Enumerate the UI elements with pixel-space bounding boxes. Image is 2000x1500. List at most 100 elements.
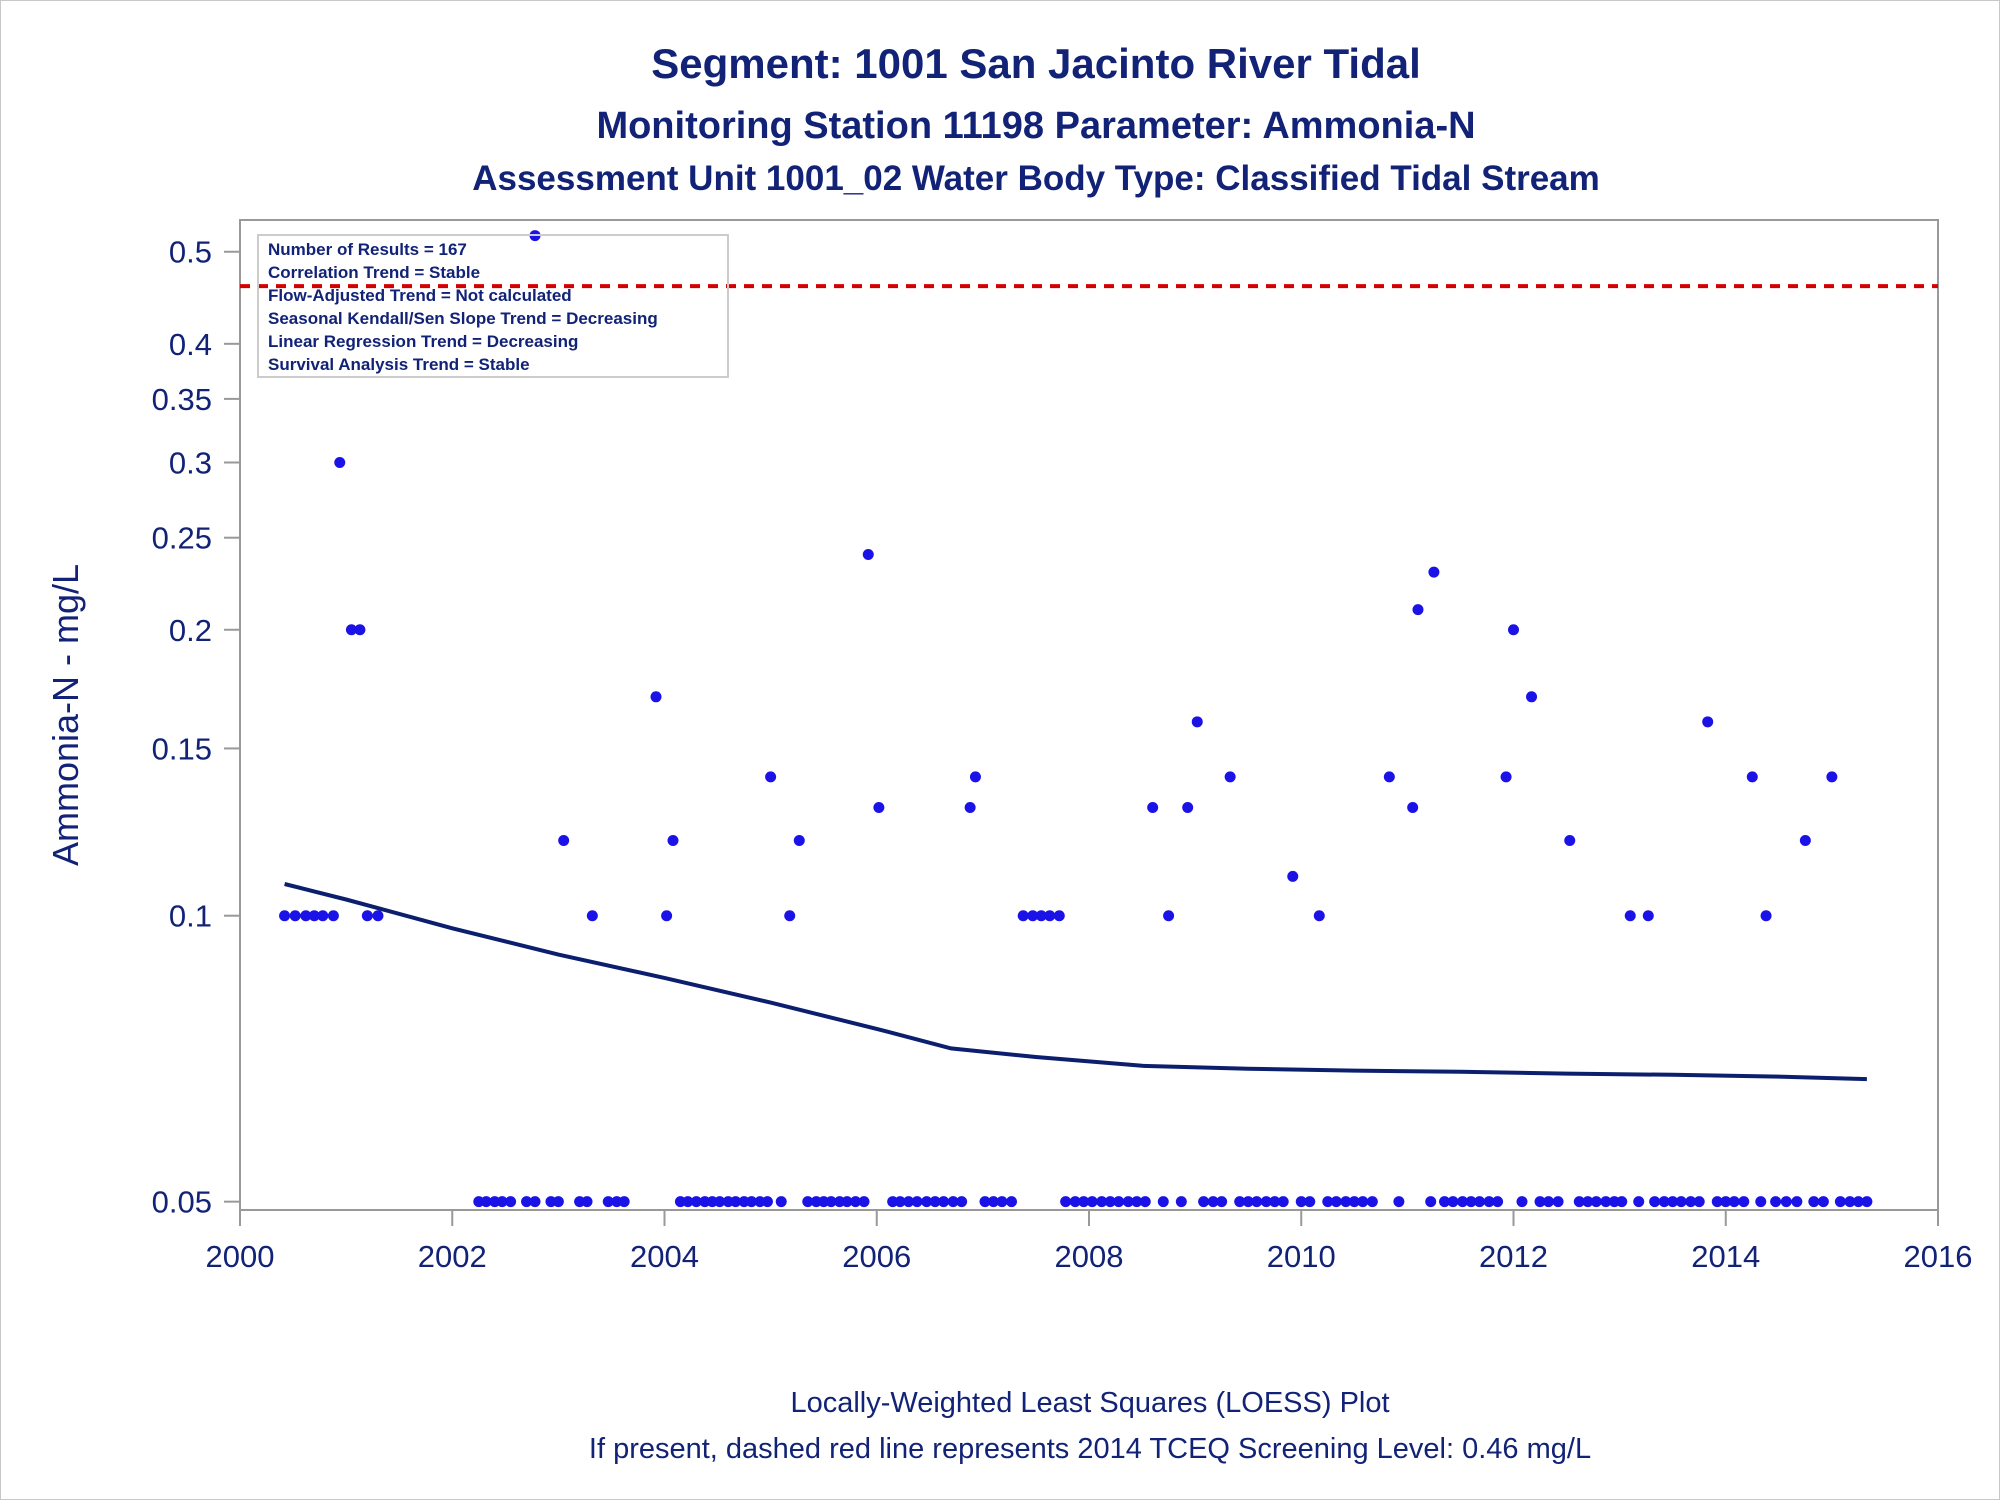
x-tick-label: 2006 <box>842 1239 911 1274</box>
x-tick-label: 2014 <box>1691 1239 1760 1274</box>
data-point <box>1685 1196 1697 1208</box>
chart-subtitle-2: Assessment Unit 1001_02 Water Body Type:… <box>472 159 1600 198</box>
data-point <box>1357 1196 1369 1208</box>
data-point <box>1844 1196 1856 1208</box>
x-tick-label: 2004 <box>630 1239 699 1274</box>
data-point <box>1702 716 1714 728</box>
chart-title: Segment: 1001 San Jacinto River Tidal <box>651 40 1421 87</box>
data-point <box>746 1196 758 1208</box>
data-point <box>1348 1196 1360 1208</box>
data-point <box>1027 910 1039 922</box>
data-point <box>558 834 570 846</box>
y-tick-label: 0.25 <box>152 521 212 556</box>
data-point <box>1425 1196 1437 1208</box>
inset-line-correlation: Correlation Trend = Stable <box>268 263 480 282</box>
data-point <box>1366 1196 1378 1208</box>
data-point <box>1340 1196 1352 1208</box>
data-point <box>841 1196 853 1208</box>
data-point <box>1474 1196 1486 1208</box>
data-point <box>480 1196 492 1208</box>
data-point <box>1791 1196 1803 1208</box>
y-tick-label: 0.05 <box>152 1185 212 1220</box>
data-point <box>775 1196 787 1208</box>
data-point <box>987 1196 999 1208</box>
data-point <box>850 1196 862 1208</box>
x-tick-label: 2012 <box>1479 1239 1548 1274</box>
y-axis-label: Ammonia-N - mg/L <box>45 564 86 866</box>
inset-line-seasonal-kendall: Seasonal Kendall/Sen Slope Trend = Decre… <box>268 309 658 328</box>
data-point <box>1817 1196 1829 1208</box>
data-point <box>1447 1196 1459 1208</box>
data-point <box>1035 910 1047 922</box>
data-point <box>1508 624 1519 636</box>
data-point <box>1633 1196 1645 1208</box>
data-point <box>1078 1196 1090 1208</box>
data-point <box>825 1196 837 1208</box>
data-point <box>1728 1196 1740 1208</box>
data-point <box>1069 1196 1081 1208</box>
data-point <box>1582 1196 1594 1208</box>
data-point <box>1322 1196 1334 1208</box>
data-point <box>1720 1196 1732 1208</box>
data-point <box>761 1196 773 1208</box>
data-point <box>1175 1196 1187 1208</box>
data-point <box>602 1196 614 1208</box>
inset-line-flow-adjusted: Flow-Adjusted Trend = Not calculated <box>268 286 572 305</box>
data-point <box>327 910 339 922</box>
data-point <box>552 1196 564 1208</box>
data-point <box>862 549 874 561</box>
data-point <box>1060 1196 1072 1208</box>
x-tick-label: 2000 <box>206 1239 275 1274</box>
y-tick-label: 0.15 <box>152 731 212 766</box>
data-point <box>1755 1196 1767 1208</box>
data-point <box>1198 1196 1210 1208</box>
inset-line-linear-regression: Linear Regression Trend = Decreasing <box>268 332 578 351</box>
y-tick-label: 0.35 <box>152 382 212 417</box>
data-point <box>289 910 301 922</box>
data-point <box>1216 1196 1228 1208</box>
data-point <box>929 1196 941 1208</box>
data-point <box>1590 1196 1602 1208</box>
data-point <box>969 771 981 783</box>
data-point <box>979 1196 991 1208</box>
data-point <box>730 1196 742 1208</box>
data-point <box>1234 1196 1246 1208</box>
x-axis: 2000 2002 2004 2006 2008 2010 2012 2014 2016 <box>206 1210 1972 1274</box>
data-point <box>1770 1196 1782 1208</box>
data-point <box>1224 771 1236 783</box>
data-point <box>1086 1196 1098 1208</box>
data-point <box>1799 834 1811 846</box>
data-point <box>345 624 357 636</box>
data-point <box>1131 1196 1143 1208</box>
data-point <box>793 834 805 846</box>
data-point <box>1573 1196 1585 1208</box>
data-point <box>1393 1196 1405 1208</box>
data-point <box>529 1196 541 1208</box>
data-point <box>858 1196 870 1208</box>
data-point <box>1616 1196 1628 1208</box>
y-axis: 0.05 0.1 0.15 0.2 0.25 0.3 0.35 0.4 0.5 <box>152 235 240 1220</box>
data-point <box>618 1196 630 1208</box>
data-point <box>911 1196 923 1208</box>
y-tick-label: 0.5 <box>169 235 212 270</box>
data-point <box>1122 1196 1134 1208</box>
data-point <box>1649 1196 1661 1208</box>
data-point <box>956 1196 968 1208</box>
data-point <box>894 1196 906 1208</box>
data-point <box>1277 1196 1289 1208</box>
data-point <box>784 910 796 922</box>
data-point <box>1006 1196 1018 1208</box>
data-point <box>1295 1196 1307 1208</box>
y-tick-label: 0.3 <box>169 445 212 480</box>
data-point <box>1383 771 1395 783</box>
inset-line-results: Number of Results = 167 <box>268 240 467 259</box>
data-point <box>1251 1196 1263 1208</box>
data-point <box>1624 910 1636 922</box>
data-point <box>1465 1196 1477 1208</box>
data-point <box>1163 910 1175 922</box>
data-point <box>1808 1196 1820 1208</box>
data-point <box>1207 1196 1219 1208</box>
data-point <box>873 801 885 813</box>
data-point <box>1096 1196 1108 1208</box>
data-point <box>661 910 673 922</box>
